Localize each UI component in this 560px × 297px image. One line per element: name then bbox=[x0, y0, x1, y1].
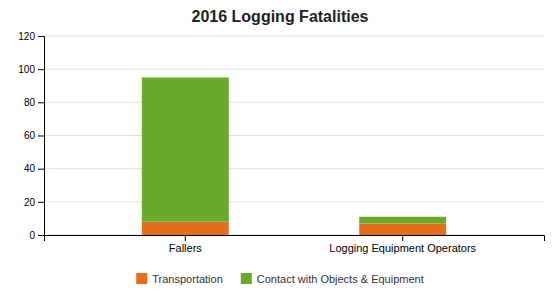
bar bbox=[142, 77, 229, 221]
tick: 0 bbox=[29, 230, 44, 241]
tick: 120 bbox=[18, 31, 44, 42]
tick: 80 bbox=[24, 97, 44, 108]
tick-mark bbox=[38, 36, 44, 37]
legend-item: Transportation bbox=[136, 273, 223, 285]
grid-line bbox=[44, 102, 544, 103]
tick: Fallers bbox=[169, 235, 203, 254]
legend-label: Contact with Objects & Equipment bbox=[257, 273, 424, 285]
tick-label: 20 bbox=[24, 197, 36, 208]
tick-label: Logging Equipment Operators bbox=[329, 242, 476, 254]
tick: 20 bbox=[24, 197, 44, 208]
tick: Logging Equipment Operators bbox=[329, 235, 476, 254]
tick: 40 bbox=[24, 163, 44, 174]
tick-label: 60 bbox=[24, 130, 36, 141]
grid-line bbox=[44, 168, 544, 169]
tick: 60 bbox=[24, 130, 44, 141]
axis-line bbox=[38, 37, 45, 236]
tick-mark bbox=[38, 235, 44, 236]
grid-line bbox=[44, 135, 544, 136]
legend-item: Contact with Objects & Equipment bbox=[241, 273, 424, 285]
grid-line bbox=[44, 201, 544, 202]
tick: 100 bbox=[18, 64, 44, 75]
axis-line bbox=[45, 236, 545, 242]
tick-mark bbox=[38, 202, 44, 203]
grid-line bbox=[44, 36, 544, 37]
tick-mark bbox=[185, 235, 186, 241]
tick-label: 120 bbox=[18, 31, 35, 42]
tick-mark bbox=[402, 235, 403, 241]
tick-mark bbox=[38, 69, 44, 70]
legend-label: Transportation bbox=[152, 273, 223, 285]
bars bbox=[142, 77, 446, 235]
bar bbox=[359, 217, 446, 224]
legend-swatch bbox=[136, 273, 147, 284]
tick-mark bbox=[38, 102, 44, 103]
tick-mark bbox=[38, 169, 44, 170]
series-bars bbox=[142, 222, 446, 235]
grid bbox=[44, 36, 544, 235]
tick-mark bbox=[38, 136, 44, 137]
tick-label: 0 bbox=[29, 230, 35, 241]
tick-label: 40 bbox=[24, 163, 36, 174]
bar bbox=[142, 222, 229, 235]
legend-swatch bbox=[241, 273, 252, 284]
plot: 0 20 40 60 80 100 120 Fallers Logging Equipment … bbox=[18, 31, 544, 254]
chart: 2016 Logging Fatalities 0 20 40 60 80 100 120 Fa… bbox=[0, 0, 560, 297]
grid-line bbox=[44, 69, 544, 70]
series-bars bbox=[142, 77, 446, 223]
title: 2016 Logging Fatalities bbox=[192, 8, 369, 25]
bar bbox=[359, 223, 446, 235]
tick-label: 100 bbox=[18, 64, 35, 75]
x-axis: Fallers Logging Equipment Operators bbox=[45, 235, 545, 254]
tick-label: Fallers bbox=[169, 242, 203, 254]
legend: Transportation Contact with Objects & Equ… bbox=[136, 273, 423, 285]
y-axis: 0 20 40 60 80 100 120 bbox=[18, 31, 44, 241]
tick-label: 80 bbox=[24, 97, 36, 108]
